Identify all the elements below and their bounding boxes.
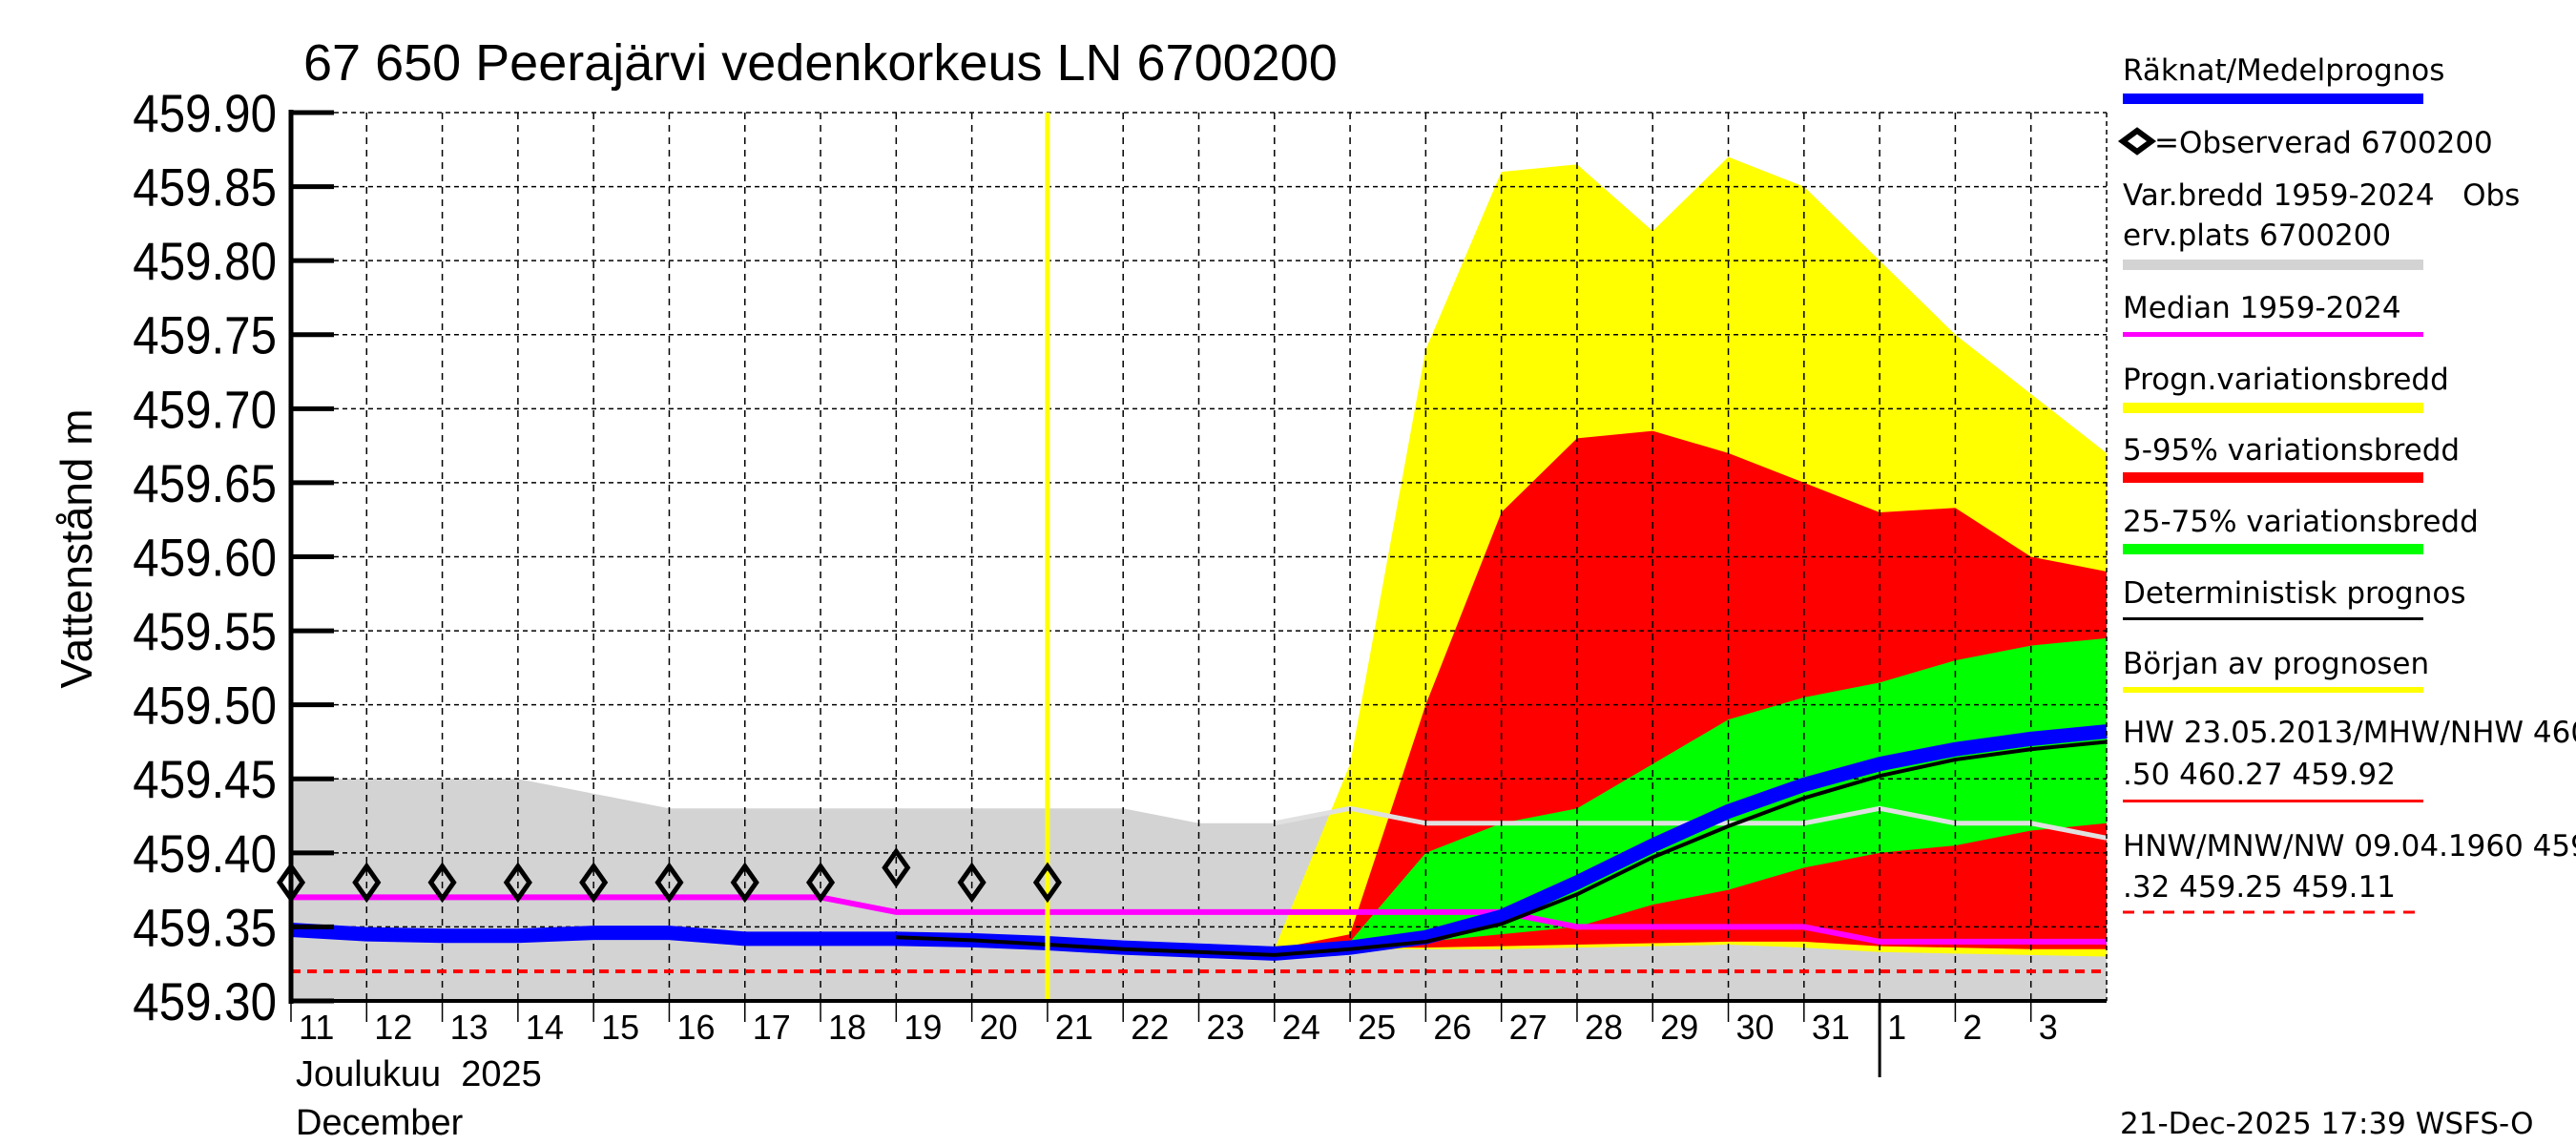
legend-computed-label: Räknat/Medelprognos <box>2123 53 2444 88</box>
legend-forecast-start-swatch <box>2123 687 2423 693</box>
x-tick-label: 24 <box>1282 1008 1320 1047</box>
legend-prog-range-label: Progn.variationsbredd <box>2123 363 2449 397</box>
legend-median-label: Median 1959-2024 <box>2123 291 2401 325</box>
x-tick-label: 12 <box>374 1008 412 1047</box>
observed-point <box>882 847 911 888</box>
y-tick-label: 459.90 <box>133 84 277 144</box>
y-tick-label: 459.60 <box>133 529 277 589</box>
p25-75-band <box>1274 637 2107 952</box>
footer-timestamp: 21-Dec-2025 17:39 WSFS-O <box>2120 1107 2534 1141</box>
x-tick-label: 11 <box>299 1008 334 1047</box>
y-tick-label: 459.50 <box>133 677 277 737</box>
x-tick-label: 18 <box>828 1008 866 1047</box>
observed-point <box>805 862 836 904</box>
x-tick-label: 26 <box>1433 1008 1471 1047</box>
x-tick-label: 28 <box>1585 1008 1623 1047</box>
y-tick-label: 459.55 <box>133 602 277 662</box>
legend-p5-95-swatch <box>2123 472 2423 483</box>
hist-range-upper-line <box>1274 805 2108 841</box>
legend-observed-label: =Observerad 6700200 <box>2154 126 2493 160</box>
x-tick-label: 22 <box>1131 1008 1169 1047</box>
legend: Räknat/Medelprognos =Observerad 6700200 … <box>2117 53 2576 914</box>
legend-hw-label-2: .50 460.27 459.92 <box>2123 758 2396 792</box>
y-tick-label: 459.45 <box>133 750 277 810</box>
legend-hist-range-label-2: erv.plats 6700200 <box>2123 219 2391 253</box>
month-label-en: December <box>296 1103 464 1143</box>
x-tick-label: 1 <box>1887 1008 1906 1047</box>
x-tick-label: 15 <box>601 1008 639 1047</box>
observed-point <box>579 862 609 904</box>
x-tick-label: 27 <box>1509 1008 1548 1047</box>
y-tick-label: 459.35 <box>133 899 277 959</box>
legend-nw-label-1: HNW/MNW/NW 09.04.1960 459 <box>2123 829 2576 864</box>
observed-point <box>654 862 684 904</box>
x-tick-label: 21 <box>1055 1008 1093 1047</box>
deterministic-line <box>896 739 2108 957</box>
legend-p25-75-swatch <box>2123 544 2423 554</box>
y-axis-title: Vattenstånd m <box>52 408 101 688</box>
y-tick-label: 459.75 <box>133 306 277 366</box>
x-tick-label: 16 <box>676 1008 715 1047</box>
month-label-fi: Joulukuu 2025 <box>296 1054 542 1094</box>
x-tick-label: 29 <box>1660 1008 1698 1047</box>
x-tick-label: 2 <box>1963 1008 1982 1047</box>
legend-nw-label-2: .32 459.25 459.11 <box>2123 870 2396 905</box>
y-tick-label: 459.65 <box>133 454 277 514</box>
x-tick-label: 25 <box>1358 1008 1396 1047</box>
observed-point <box>503 862 532 904</box>
y-tick-label: 459.85 <box>133 158 277 219</box>
median-line <box>291 894 2107 945</box>
legend-hist-range-swatch <box>2123 260 2423 270</box>
x-tick-label: 31 <box>1812 1008 1850 1047</box>
legend-forecast-start-label: Början av prognosen <box>2123 647 2429 681</box>
x-tick-label: 20 <box>980 1008 1018 1047</box>
y-tick-label: 459.70 <box>133 380 277 440</box>
observed-point <box>1032 862 1062 904</box>
legend-hw-label-1: HW 23.05.2013/MHW/NHW 460 <box>2123 716 2576 750</box>
x-tick-label: 30 <box>1736 1008 1775 1047</box>
observed-point <box>730 862 759 904</box>
legend-observed-diamond-icon <box>2117 127 2157 156</box>
series-lines <box>276 113 2108 1001</box>
y-tick-label: 459.30 <box>133 972 277 1032</box>
legend-deterministic-swatch <box>2123 617 2423 620</box>
legend-hw-swatch <box>2123 800 2423 802</box>
legend-computed-swatch <box>2123 94 2423 104</box>
chart-title: 67 650 Peerajärvi vedenkorkeus LN 670020… <box>303 34 1338 92</box>
gridlines <box>291 112 2107 1002</box>
observed-point <box>427 862 457 904</box>
observed-point <box>352 862 382 904</box>
legend-hist-range-label-1: Var.bredd 1959-2024 Obs <box>2123 178 2520 213</box>
observed-point <box>957 862 987 904</box>
x-tick-label: 14 <box>526 1008 564 1047</box>
y-tick-label: 459.80 <box>133 232 277 292</box>
x-tick-label: 17 <box>753 1008 791 1047</box>
x-tick-label: 13 <box>450 1008 488 1047</box>
legend-deterministic-label: Deterministisk prognos <box>2123 576 2465 611</box>
legend-median-swatch <box>2123 332 2423 337</box>
x-tick-label: 3 <box>2039 1008 2058 1047</box>
x-tick-label: 19 <box>904 1008 942 1047</box>
legend-p25-75-label: 25-75% variationsbredd <box>2123 505 2479 539</box>
x-tick-label: 23 <box>1207 1008 1245 1047</box>
legend-prog-range-swatch <box>2123 403 2423 413</box>
observed-point <box>276 862 306 904</box>
axes: 459.30 459.35 459.40 459.45 459.50 459.55 459.… <box>133 84 2108 1077</box>
y-tick-label: 459.40 <box>133 824 277 885</box>
legend-p5-95-label: 5-95% variationsbredd <box>2123 433 2460 468</box>
